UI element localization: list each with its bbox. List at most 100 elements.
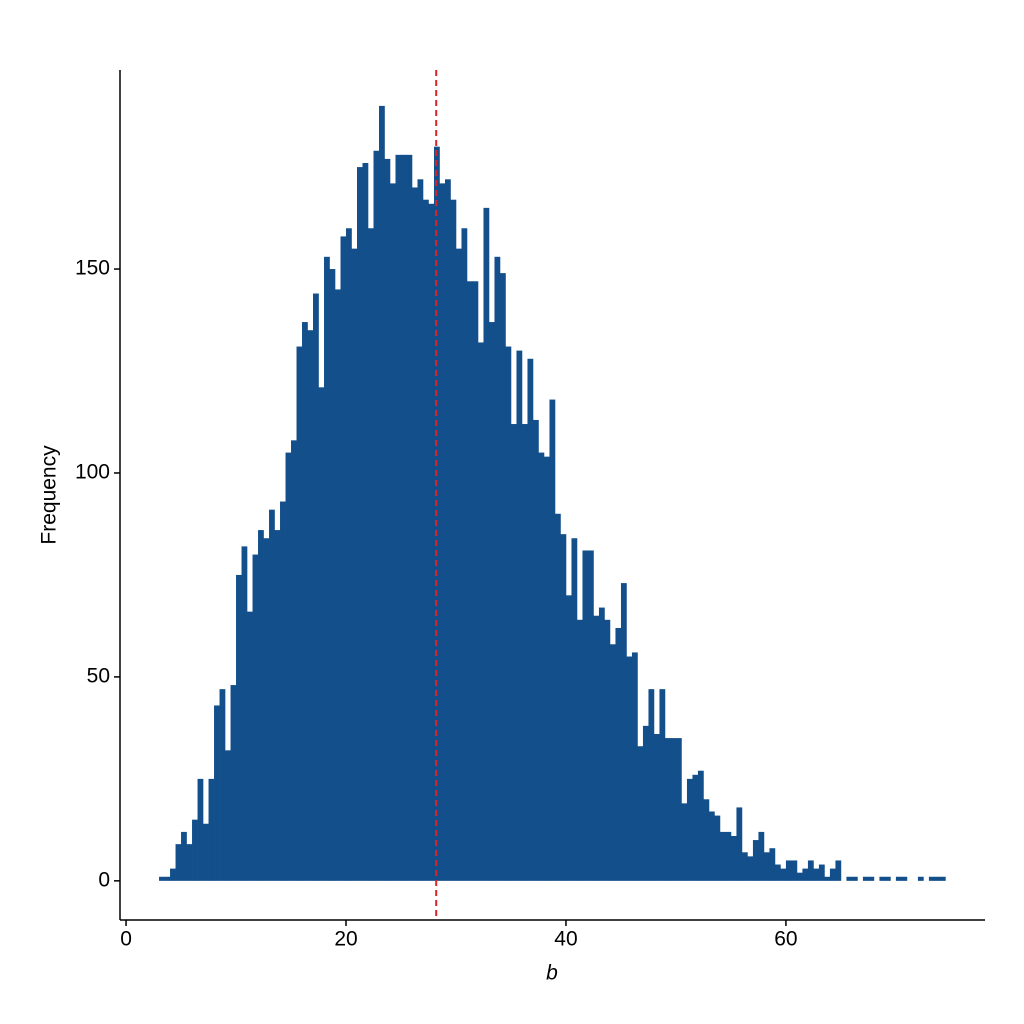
bar xyxy=(615,627,622,881)
bar xyxy=(368,228,374,881)
bar xyxy=(477,342,484,881)
bar xyxy=(664,738,671,881)
bar xyxy=(604,619,611,881)
bar xyxy=(879,876,886,881)
bar xyxy=(818,864,825,881)
bar xyxy=(466,281,473,881)
x-axis-label: b xyxy=(546,962,558,985)
bar xyxy=(796,872,803,881)
bar xyxy=(516,350,523,881)
bar xyxy=(390,183,396,881)
bar xyxy=(582,550,589,881)
bar xyxy=(532,419,539,881)
bar xyxy=(609,644,616,881)
bar xyxy=(313,293,319,881)
bar xyxy=(934,876,941,881)
bar xyxy=(236,574,242,881)
bar xyxy=(675,738,682,881)
y-axis-label: Frequency xyxy=(38,445,61,545)
bar xyxy=(384,158,391,881)
bar xyxy=(846,876,853,881)
bar xyxy=(928,876,935,881)
bar xyxy=(862,876,869,881)
bar xyxy=(697,770,704,881)
bar xyxy=(714,815,721,881)
bar xyxy=(483,207,490,881)
bar xyxy=(230,685,237,881)
bar xyxy=(329,269,336,881)
bar xyxy=(829,868,836,881)
bar xyxy=(917,876,924,881)
bar xyxy=(538,452,545,881)
bar xyxy=(587,550,594,881)
bar xyxy=(159,876,165,881)
bar xyxy=(521,424,528,881)
bar xyxy=(335,289,341,881)
bar xyxy=(208,778,215,881)
bar xyxy=(362,162,369,881)
bar xyxy=(703,799,710,881)
bar xyxy=(291,440,297,881)
bar xyxy=(505,346,512,881)
bar xyxy=(763,852,770,881)
bar xyxy=(302,322,308,881)
bar xyxy=(780,868,787,881)
bar xyxy=(373,150,380,881)
bar xyxy=(280,501,286,881)
bar xyxy=(560,534,567,881)
bar xyxy=(626,656,633,881)
bar xyxy=(747,856,754,881)
bar xyxy=(247,611,253,881)
bar xyxy=(219,689,226,881)
bar xyxy=(307,330,314,881)
bar xyxy=(807,860,814,881)
bar xyxy=(263,538,270,881)
bar xyxy=(637,746,644,881)
bar xyxy=(164,876,171,881)
bar xyxy=(461,228,468,881)
bar xyxy=(411,187,418,881)
bar xyxy=(620,583,627,881)
bar xyxy=(379,105,385,881)
bar xyxy=(785,860,792,881)
bar xyxy=(488,322,495,881)
bar xyxy=(269,509,275,881)
y-tick-label: 0 xyxy=(98,868,110,891)
bar xyxy=(719,831,726,881)
bar xyxy=(214,705,220,881)
bar xyxy=(241,546,248,881)
bar xyxy=(401,154,407,881)
bar xyxy=(758,831,765,881)
bar xyxy=(593,615,600,881)
bar xyxy=(203,823,209,881)
bar xyxy=(318,387,325,881)
bar xyxy=(181,831,187,881)
x-tick-label: 20 xyxy=(334,928,357,951)
y-tick-label: 150 xyxy=(75,257,110,280)
bar xyxy=(296,346,303,881)
bar xyxy=(648,689,655,881)
bar xyxy=(197,778,204,881)
bar xyxy=(576,619,583,881)
bar xyxy=(186,844,193,881)
bar xyxy=(813,868,820,881)
bar xyxy=(417,179,424,881)
y-tick-label: 50 xyxy=(87,664,110,687)
bar xyxy=(351,248,358,881)
bar xyxy=(565,595,572,881)
bar xyxy=(357,167,363,881)
bar xyxy=(285,452,292,881)
bar xyxy=(455,248,462,881)
bar xyxy=(895,876,902,881)
bar xyxy=(631,652,638,881)
bar xyxy=(192,819,198,881)
bar xyxy=(884,876,891,881)
bar xyxy=(741,852,748,881)
bar xyxy=(472,281,479,881)
bar xyxy=(225,750,231,881)
bar xyxy=(170,868,176,881)
bar xyxy=(258,530,264,881)
bar xyxy=(736,807,743,881)
bar xyxy=(670,738,677,881)
